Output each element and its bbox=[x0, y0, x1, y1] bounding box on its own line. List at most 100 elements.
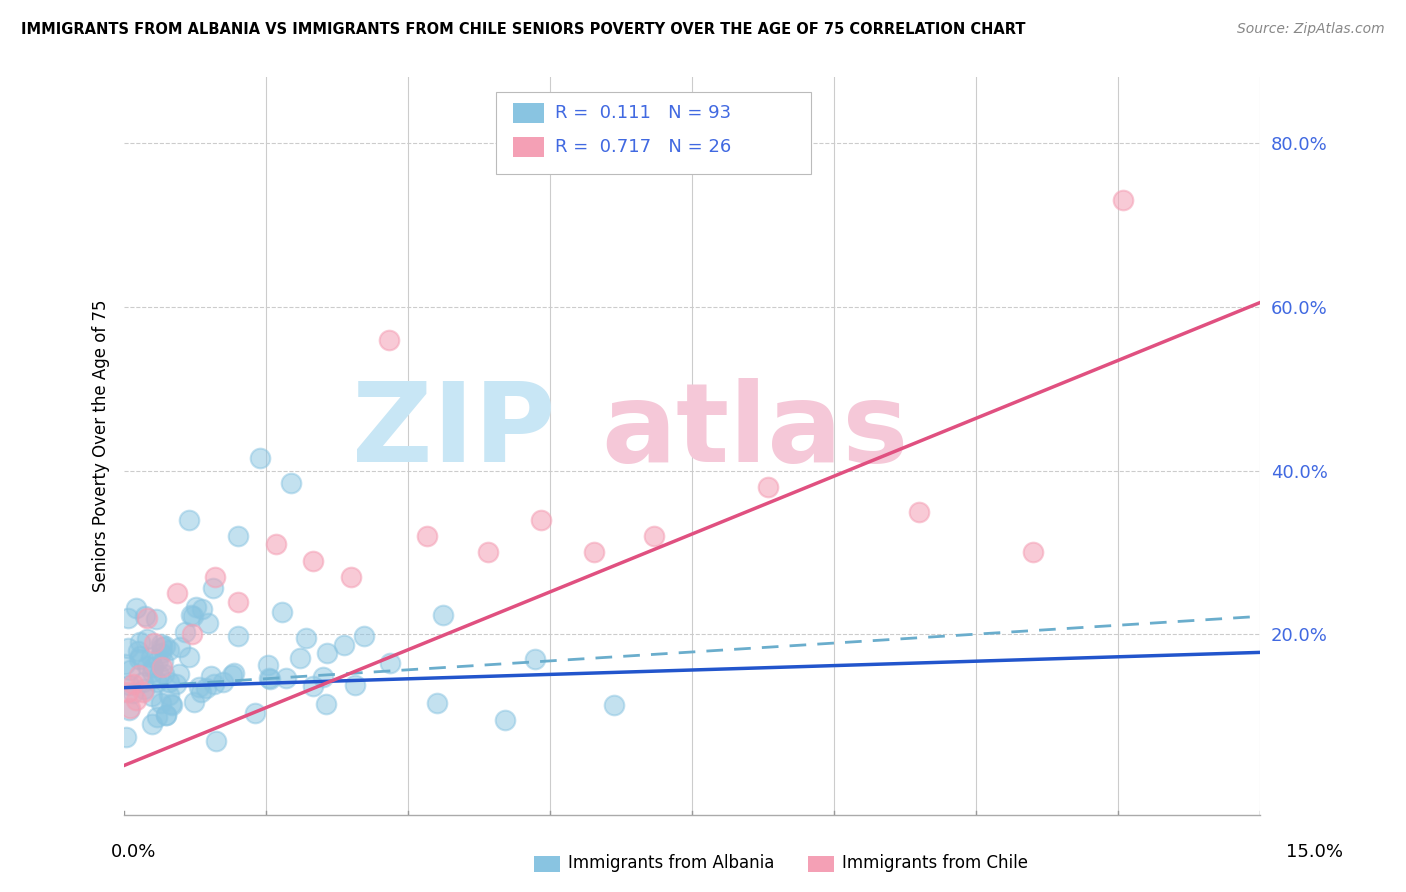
Text: Immigrants from Chile: Immigrants from Chile bbox=[842, 855, 1028, 872]
Point bbox=[114, 730, 136, 744]
Point bbox=[228, 629, 250, 643]
Point bbox=[124, 693, 146, 707]
Point bbox=[183, 695, 205, 709]
Point bbox=[149, 637, 172, 651]
Point bbox=[169, 640, 191, 654]
Text: Immigrants from Albania: Immigrants from Albania bbox=[568, 855, 775, 872]
Point bbox=[378, 333, 401, 347]
Point bbox=[353, 629, 375, 643]
Point bbox=[301, 679, 323, 693]
Point bbox=[1112, 194, 1135, 208]
Y-axis label: Seniors Poverty Over the Age of 75: Seniors Poverty Over the Age of 75 bbox=[93, 300, 110, 592]
Point bbox=[204, 570, 226, 584]
Point bbox=[256, 658, 278, 673]
Point bbox=[141, 717, 163, 731]
Point bbox=[1021, 545, 1043, 559]
Point bbox=[211, 674, 233, 689]
Point bbox=[118, 678, 141, 692]
Text: R =  0.717   N = 26: R = 0.717 N = 26 bbox=[555, 138, 731, 156]
Point bbox=[149, 696, 172, 710]
Point bbox=[142, 660, 165, 674]
Point bbox=[243, 706, 266, 720]
Point bbox=[117, 611, 139, 625]
Point bbox=[259, 672, 281, 686]
Text: IMMIGRANTS FROM ALBANIA VS IMMIGRANTS FROM CHILE SENIORS POVERTY OVER THE AGE OF: IMMIGRANTS FROM ALBANIA VS IMMIGRANTS FR… bbox=[21, 22, 1025, 37]
Point bbox=[155, 708, 177, 723]
Point bbox=[160, 697, 183, 711]
Point bbox=[134, 608, 156, 623]
Point bbox=[221, 668, 243, 682]
Point bbox=[165, 677, 187, 691]
Point bbox=[333, 638, 356, 652]
Point bbox=[155, 707, 177, 722]
Point bbox=[315, 698, 337, 712]
Point bbox=[114, 657, 136, 672]
Point bbox=[132, 684, 155, 698]
Point bbox=[494, 713, 516, 727]
Point bbox=[188, 680, 211, 694]
Point bbox=[146, 653, 169, 667]
Point bbox=[157, 643, 180, 657]
Point bbox=[118, 703, 141, 717]
Point bbox=[128, 652, 150, 666]
Point bbox=[908, 504, 931, 518]
Point bbox=[152, 640, 174, 654]
Point bbox=[152, 654, 174, 668]
Point bbox=[190, 685, 212, 699]
Point bbox=[157, 688, 180, 702]
Point bbox=[180, 607, 202, 622]
Point bbox=[120, 664, 142, 678]
Point bbox=[166, 586, 188, 600]
Point bbox=[432, 607, 454, 622]
Point bbox=[201, 581, 224, 595]
Point bbox=[197, 616, 219, 631]
Point bbox=[378, 656, 401, 670]
Point bbox=[141, 689, 163, 703]
Point bbox=[344, 678, 367, 692]
Point bbox=[150, 660, 173, 674]
Point bbox=[416, 529, 439, 543]
Point bbox=[146, 674, 169, 689]
Point bbox=[529, 513, 551, 527]
Point bbox=[117, 640, 139, 655]
Text: ZIP: ZIP bbox=[353, 377, 555, 484]
Point bbox=[202, 677, 225, 691]
Point bbox=[200, 669, 222, 683]
Point bbox=[302, 554, 325, 568]
Point bbox=[177, 513, 200, 527]
Point bbox=[426, 696, 449, 710]
Point bbox=[157, 675, 180, 690]
Point bbox=[145, 709, 167, 723]
Point bbox=[162, 698, 184, 713]
Point bbox=[122, 676, 145, 690]
Point bbox=[129, 648, 152, 663]
Point bbox=[643, 529, 665, 543]
Point bbox=[340, 570, 363, 584]
Point bbox=[139, 650, 162, 665]
Point bbox=[143, 635, 166, 649]
Point bbox=[127, 644, 149, 658]
Point bbox=[177, 649, 200, 664]
Point bbox=[136, 632, 159, 647]
Point bbox=[174, 625, 197, 640]
Point bbox=[316, 646, 339, 660]
Point bbox=[312, 670, 335, 684]
Point bbox=[288, 651, 311, 665]
Point bbox=[141, 665, 163, 679]
Point bbox=[132, 681, 155, 696]
Point bbox=[602, 698, 624, 713]
Text: atlas: atlas bbox=[602, 377, 908, 484]
Point bbox=[191, 601, 214, 615]
Point bbox=[128, 668, 150, 682]
Text: R =  0.111   N = 93: R = 0.111 N = 93 bbox=[555, 104, 731, 122]
Point bbox=[181, 609, 204, 624]
Point bbox=[249, 451, 271, 466]
Point bbox=[523, 651, 546, 665]
Point bbox=[135, 659, 157, 673]
Point bbox=[186, 599, 208, 614]
Point bbox=[153, 640, 176, 654]
Text: Source: ZipAtlas.com: Source: ZipAtlas.com bbox=[1237, 22, 1385, 37]
Point bbox=[259, 672, 281, 686]
Point bbox=[129, 635, 152, 649]
Point bbox=[264, 537, 287, 551]
